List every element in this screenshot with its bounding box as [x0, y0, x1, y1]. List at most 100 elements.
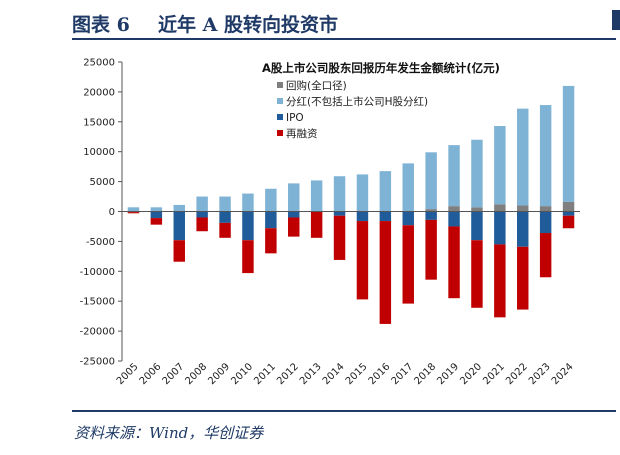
bar-2020-s0 — [471, 207, 483, 212]
x-tick-label: 2024 — [550, 361, 576, 387]
bar-2009-s3 — [219, 222, 231, 238]
x-tick-label: 2020 — [458, 361, 484, 387]
bar-2010-s1 — [242, 193, 254, 212]
y-tick-label: -20000 — [80, 327, 115, 338]
legend-swatch — [277, 130, 283, 136]
bar-2015-s2 — [356, 211, 369, 222]
bar-2023-s1 — [539, 105, 552, 207]
y-tick-label: 25000 — [83, 58, 115, 69]
x-tick-label: 2014 — [321, 361, 347, 387]
bar-2006-s1 — [150, 207, 163, 212]
bar-2021-s3 — [494, 244, 506, 318]
x-tick-label: 2009 — [206, 361, 232, 387]
bar-2024-s3 — [562, 215, 575, 229]
x-tick-label: 2010 — [229, 361, 255, 387]
y-tick-label: -10000 — [80, 267, 115, 278]
bars-layer — [127, 85, 575, 324]
bar-2024-s1 — [562, 85, 575, 202]
legend-label: 回购(全口径) — [286, 79, 347, 92]
legend-swatch — [277, 82, 283, 88]
figure-title: 近年 A 股转向投资市 — [158, 14, 338, 36]
bar-2023-s3 — [539, 233, 552, 278]
bar-2017-s3 — [402, 225, 414, 304]
bar-2007-s3 — [173, 240, 185, 262]
x-tick-label: 2023 — [527, 361, 553, 387]
x-tick-label: 2007 — [161, 361, 187, 387]
bar-2023-s0 — [539, 206, 552, 212]
bar-2010-s3 — [242, 240, 254, 274]
figure-number: 图表 6 — [72, 14, 130, 36]
bar-2020-s1 — [471, 139, 483, 208]
bar-2021-s0 — [494, 204, 506, 212]
bar-2020-s2 — [471, 211, 483, 241]
bar-2007-s2 — [173, 211, 185, 241]
y-tick-label: 15000 — [83, 117, 115, 128]
bar-2022-s1 — [517, 108, 529, 206]
x-tick-label: 2021 — [481, 361, 507, 387]
y-tick-label: -15000 — [80, 297, 115, 308]
x-tick-label: 2008 — [183, 361, 209, 387]
legend: 回购(全口径) 分红(不包括上市公司H股分红) IPO 再融资 — [277, 79, 428, 140]
bar-2016-s1 — [379, 171, 392, 212]
x-tick-label: 2022 — [504, 361, 530, 387]
x-tick-label: 2013 — [298, 361, 324, 387]
header-rule — [72, 38, 616, 40]
bar-2019-s3 — [448, 226, 460, 299]
bar-2016-s2 — [379, 211, 392, 222]
bar-2013-s3 — [310, 211, 323, 238]
bar-2022-s0 — [517, 205, 529, 212]
bar-2021-s2 — [494, 211, 506, 245]
bar-2018-s2 — [425, 211, 437, 220]
bar-2013-s1 — [310, 180, 323, 212]
bar-2019-s2 — [448, 211, 460, 227]
bar-2012-s2 — [288, 211, 300, 218]
y-tick-label: 20000 — [83, 87, 115, 98]
bar-2014-s2 — [333, 211, 346, 216]
bar-2018-s0 — [425, 209, 437, 212]
bar-2010-s2 — [242, 211, 254, 241]
legend-swatch — [277, 114, 283, 120]
x-tick-label: 2012 — [275, 361, 301, 387]
legend-label: IPO — [286, 112, 304, 124]
bar-2015-s1 — [356, 174, 369, 212]
y-tick-label: 5000 — [90, 177, 115, 188]
next-figure-edge — [612, 10, 620, 30]
bar-2020-s3 — [471, 240, 483, 308]
footer-rule — [72, 410, 616, 412]
bar-2024-s0 — [562, 201, 575, 212]
bar-2022-s2 — [517, 211, 529, 247]
bar-2024-s2 — [562, 211, 575, 216]
bar-2008-s1 — [196, 196, 208, 212]
bar-2014-s1 — [333, 176, 346, 212]
bar-2018-s3 — [425, 219, 437, 280]
x-tick-label: 2019 — [435, 361, 461, 387]
bar-2009-s1 — [219, 196, 231, 212]
bar-2011-s3 — [265, 228, 277, 254]
bar-2016-s3 — [379, 221, 392, 324]
bar-2012-s1 — [288, 183, 300, 212]
bar-2011-s2 — [265, 211, 277, 229]
legend-label: 再融资 — [286, 128, 318, 140]
bar-2012-s3 — [288, 217, 300, 237]
bar-2008-s2 — [196, 211, 208, 218]
legend-swatch — [277, 98, 283, 104]
figure-header: 图表 6 近年 A 股转向投资市 — [72, 8, 612, 38]
x-tick-label: 2017 — [390, 361, 416, 387]
bar-2007-s1 — [173, 204, 185, 212]
chart-title: A股上市公司股东回报历年发生金额统计(亿元) — [262, 61, 500, 75]
bar-2015-s3 — [356, 221, 369, 300]
bar-2009-s2 — [219, 211, 231, 223]
legend-label: 分红(不包括上市公司H股分红) — [286, 95, 428, 108]
x-tick-label: 2016 — [367, 361, 393, 387]
source-note: 资料来源：Wind，华创证券 — [74, 424, 264, 442]
bar-2018-s1 — [425, 152, 437, 210]
bar-2006-s3 — [150, 218, 163, 225]
bar-2022-s3 — [517, 246, 529, 310]
bar-2011-s1 — [265, 188, 277, 212]
x-tick-label: 2006 — [138, 361, 164, 387]
bar-2023-s2 — [539, 211, 552, 234]
bar-2017-s1 — [402, 163, 414, 212]
bar-2021-s1 — [494, 125, 506, 205]
y-tick-label: 10000 — [83, 147, 115, 158]
y-tick-label: -25000 — [80, 357, 115, 368]
